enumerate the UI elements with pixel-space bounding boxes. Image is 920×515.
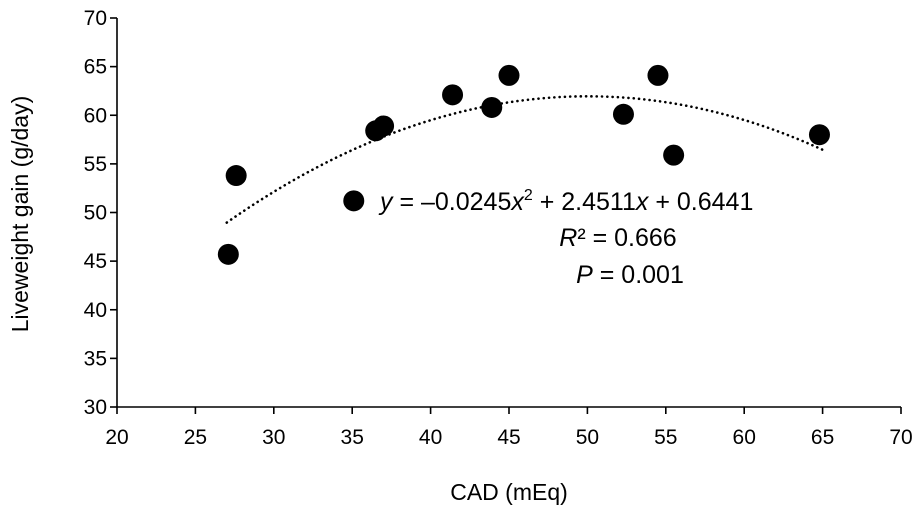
x-tick-label: 25 bbox=[184, 426, 207, 449]
x-tick-label: 30 bbox=[262, 426, 285, 449]
data-point bbox=[343, 190, 365, 212]
x-axis: 20 25 30 35 40 45 50 55 60 65 70 bbox=[105, 406, 913, 449]
x-tick-label: 70 bbox=[889, 426, 912, 449]
y-tick-label: 60 bbox=[84, 104, 107, 127]
data-point bbox=[647, 64, 669, 86]
p-value-annotation: P = 0.001 bbox=[576, 261, 684, 289]
r-squared-annotation: R² = 0.666 bbox=[559, 224, 676, 252]
data-point bbox=[373, 115, 395, 137]
data-point bbox=[808, 124, 830, 146]
data-point bbox=[225, 165, 247, 187]
y-tick-label: 30 bbox=[84, 396, 107, 419]
x-tick-label: 60 bbox=[733, 426, 756, 449]
y-tick-label: 50 bbox=[84, 202, 107, 225]
x-tick-label: 35 bbox=[341, 426, 364, 449]
y-axis-title: Liveweight gain (g/day) bbox=[7, 96, 33, 333]
x-tick-label: 65 bbox=[811, 426, 834, 449]
x-tick-label: 55 bbox=[654, 426, 677, 449]
equation-annotation: y = –0.0245x2 + 2.4511x + 0.6441 bbox=[378, 187, 753, 216]
data-point bbox=[498, 64, 520, 86]
y-tick-label: 40 bbox=[84, 299, 107, 322]
y-axis: 30 35 40 45 50 55 60 65 70 bbox=[84, 7, 118, 419]
y-tick-label: 65 bbox=[84, 56, 107, 79]
x-tick-label: 40 bbox=[419, 426, 442, 449]
data-point bbox=[442, 84, 464, 106]
trendline bbox=[225, 94, 824, 224]
y-tick-label: 45 bbox=[84, 250, 107, 273]
y-tick-label: 35 bbox=[84, 347, 107, 370]
data-point bbox=[481, 96, 503, 118]
x-tick-label: 50 bbox=[576, 426, 599, 449]
x-tick-label: 20 bbox=[105, 426, 128, 449]
x-tick-label: 45 bbox=[497, 426, 520, 449]
data-point bbox=[663, 144, 685, 166]
data-point bbox=[612, 103, 634, 125]
data-points bbox=[217, 64, 830, 265]
y-tick-label: 70 bbox=[84, 7, 107, 30]
trendline-layer bbox=[225, 94, 824, 224]
data-point bbox=[217, 243, 239, 265]
y-tick-label: 55 bbox=[84, 153, 107, 176]
x-axis-title: CAD (mEq) bbox=[450, 479, 568, 505]
